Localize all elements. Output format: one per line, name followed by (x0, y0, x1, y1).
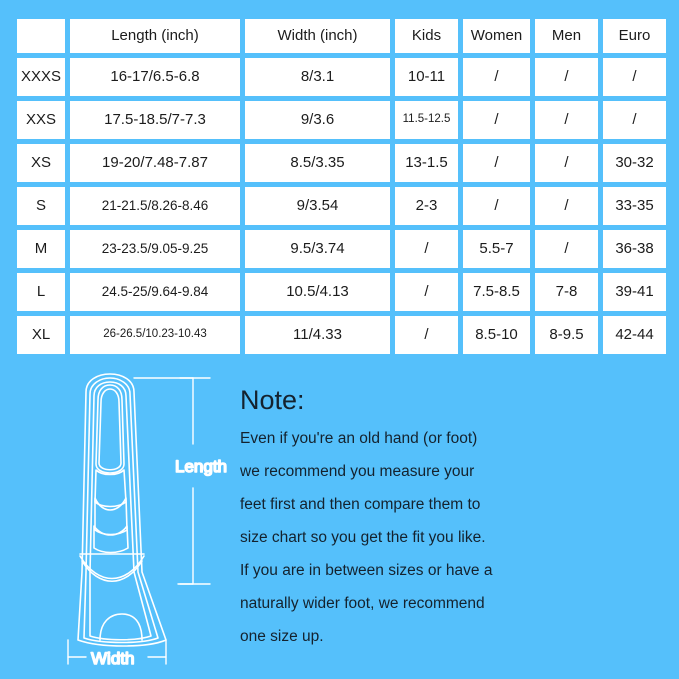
size-chart-table: Length (inch) Width (inch) Kids Women Me… (12, 14, 671, 359)
cell-size: XXXS (17, 58, 65, 96)
cell-women: / (463, 187, 530, 225)
cell-length: 26-26.5/10.23-10.43 (70, 316, 240, 354)
cell-width: 10.5/4.13 (245, 273, 390, 311)
table-row: XS 19-20/7.48-7.87 8.5/3.35 13-1.5 / / 3… (17, 144, 666, 182)
note-line: feet first and then compare them to (240, 495, 481, 513)
note-line: we recommend you measure your (240, 462, 475, 480)
cell-euro: 30-32 (603, 144, 666, 182)
cell-men: / (535, 101, 598, 139)
fin-heel-arc (79, 553, 145, 583)
cell-length: 21-21.5/8.26-8.46 (70, 187, 240, 225)
cell-euro: 42-44 (603, 316, 666, 354)
swim-fin-diagram: Length Width (38, 372, 243, 672)
cell-size: M (17, 230, 65, 268)
length-label: Length (175, 457, 227, 476)
cell-kids: / (395, 316, 458, 354)
cell-women: 7.5-8.5 (463, 273, 530, 311)
cell-size: XXS (17, 101, 65, 139)
note-line: If you are in between sizes or have a (240, 561, 493, 579)
cell-kids: / (395, 230, 458, 268)
fin-outline (77, 373, 167, 647)
length-dimension-line (133, 377, 211, 585)
fin-blade-notch (99, 613, 143, 641)
cell-size: XL (17, 316, 65, 354)
cell-euro: / (603, 58, 666, 96)
table-row: M 23-23.5/9.05-9.25 9.5/3.74 / 5.5-7 / 3… (17, 230, 666, 268)
cell-kids: 10-11 (395, 58, 458, 96)
cell-kids: 11.5-12.5 (395, 101, 458, 139)
cell-euro: 39-41 (603, 273, 666, 311)
table-row: S 21-21.5/8.26-8.46 9/3.54 2-3 / / 33-35 (17, 187, 666, 225)
column-header-men: Men (535, 19, 598, 53)
cell-women: 8.5-10 (463, 316, 530, 354)
cell-kids: 2-3 (395, 187, 458, 225)
cell-length: 16-17/6.5-6.8 (70, 58, 240, 96)
width-dimension-line (67, 639, 167, 665)
note-line: size chart so you get the fit you like. (240, 528, 486, 546)
cell-length: 24.5-25/9.64-9.84 (70, 273, 240, 311)
cell-women: 5.5-7 (463, 230, 530, 268)
cell-width: 11/4.33 (245, 316, 390, 354)
cell-kids: / (395, 273, 458, 311)
table-row: XL 26-26.5/10.23-10.43 11/4.33 / 8.5-10 … (17, 316, 666, 354)
cell-euro: / (603, 101, 666, 139)
fin-foot-pocket-bands (93, 469, 129, 554)
column-header-euro: Euro (603, 19, 666, 53)
cell-women: / (463, 101, 530, 139)
cell-euro: 36-38 (603, 230, 666, 268)
note-line: Even if you're an old hand (or foot) (240, 429, 478, 447)
cell-euro: 33-35 (603, 187, 666, 225)
cell-size: S (17, 187, 65, 225)
cell-width: 9.5/3.74 (245, 230, 390, 268)
cell-kids: 13-1.5 (395, 144, 458, 182)
cell-width: 9/3.54 (245, 187, 390, 225)
cell-size: L (17, 273, 65, 311)
note-line: one size up. (240, 627, 324, 645)
cell-men: 8-9.5 (535, 316, 598, 354)
note-line: naturally wider foot, we recommend (240, 594, 485, 612)
cell-men: 7-8 (535, 273, 598, 311)
table-row: L 24.5-25/9.64-9.84 10.5/4.13 / 7.5-8.5 … (17, 273, 666, 311)
cell-length: 17.5-18.5/7-7.3 (70, 101, 240, 139)
cell-length: 19-20/7.48-7.87 (70, 144, 240, 182)
cell-women: / (463, 58, 530, 96)
note-block: Note: Even if you're an old hand (or foo… (240, 385, 660, 653)
note-title: Note: (240, 385, 305, 415)
column-header-kids: Kids (395, 19, 458, 53)
cell-size: XS (17, 144, 65, 182)
width-label: Width (91, 649, 134, 668)
table-header-row: Length (inch) Width (inch) Kids Women Me… (17, 19, 666, 53)
cell-width: 8.5/3.35 (245, 144, 390, 182)
column-header-women: Women (463, 19, 530, 53)
column-header-width: Width (inch) (245, 19, 390, 53)
cell-women: / (463, 144, 530, 182)
cell-men: / (535, 187, 598, 225)
cell-width: 8/3.1 (245, 58, 390, 96)
column-header-length: Length (inch) (70, 19, 240, 53)
cell-length: 23-23.5/9.05-9.25 (70, 230, 240, 268)
table-row: XXXS 16-17/6.5-6.8 8/3.1 10-11 / / / (17, 58, 666, 96)
cell-width: 9/3.6 (245, 101, 390, 139)
column-header-size (17, 19, 65, 53)
cell-men: / (535, 144, 598, 182)
fin-toe-pocket (95, 384, 125, 474)
cell-men: / (535, 230, 598, 268)
table-row: XXS 17.5-18.5/7-7.3 9/3.6 11.5-12.5 / / … (17, 101, 666, 139)
cell-men: / (535, 58, 598, 96)
